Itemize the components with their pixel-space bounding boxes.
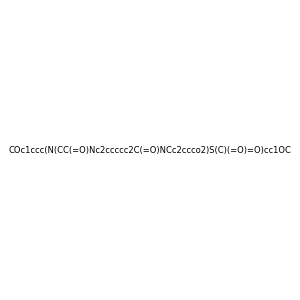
Text: COc1ccc(N(CC(=O)Nc2ccccc2C(=O)NCc2ccco2)S(C)(=O)=O)cc1OC: COc1ccc(N(CC(=O)Nc2ccccc2C(=O)NCc2ccco2)… <box>9 146 291 154</box>
